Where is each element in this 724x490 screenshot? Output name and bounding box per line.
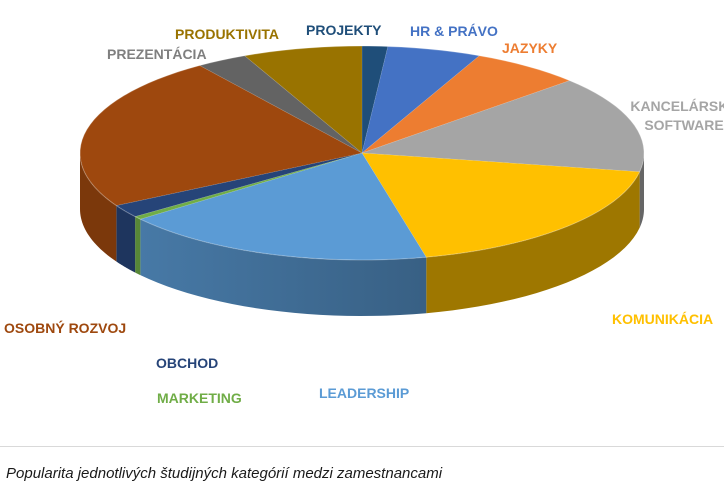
label-kancel-rsk-software: KANCELÁRSKÝ SOFTWARE	[630, 98, 724, 133]
label-obchod: OBCHOD	[156, 355, 219, 371]
pie-slice-leadership	[139, 152, 427, 261]
pie-slice-komunik-cia	[361, 152, 641, 258]
label-projekty: PROJEKTY	[306, 22, 382, 38]
pie-rim	[79, 45, 645, 261]
pie-side-leadership	[140, 219, 427, 316]
pie-slice-jazyky	[361, 55, 571, 154]
pie-side-kancel-rsk-software	[639, 153, 644, 228]
pie-side-walls	[80, 153, 644, 316]
pie-top	[79, 45, 645, 261]
figure-caption: Popularita jednotlivých študijných kateg…	[6, 465, 443, 482]
pie-slice-hr-pr-vo	[361, 46, 481, 154]
pie-side-obchod	[116, 205, 136, 273]
pie-side-komunik-cia	[426, 171, 640, 314]
label-prezent-cia: PREZENTÁCIA	[107, 46, 207, 62]
pie-side-marketing	[135, 216, 141, 276]
label-hr-pr-vo: HR & PRÁVO	[410, 23, 498, 39]
pie-side-osobn-rozvoj	[80, 153, 117, 262]
pie-slice-produktivita	[243, 45, 363, 154]
pie-slice-osobn-rozvoj	[79, 65, 363, 206]
label-komunik-cia: KOMUNIKÁCIA	[612, 311, 714, 327]
label-leadership: LEADERSHIP	[319, 385, 410, 401]
label-osobn-rozvoj: OSOBNÝ ROZVOJ	[4, 320, 127, 336]
pie-slice-kancel-rsk-software	[361, 80, 645, 173]
label-produktivita: PRODUKTIVITA	[175, 26, 279, 42]
label-marketing: MARKETING	[157, 390, 242, 406]
pie-chart	[79, 45, 645, 316]
caption-divider	[0, 446, 724, 447]
label-jazyky: JAZYKY	[502, 40, 558, 56]
